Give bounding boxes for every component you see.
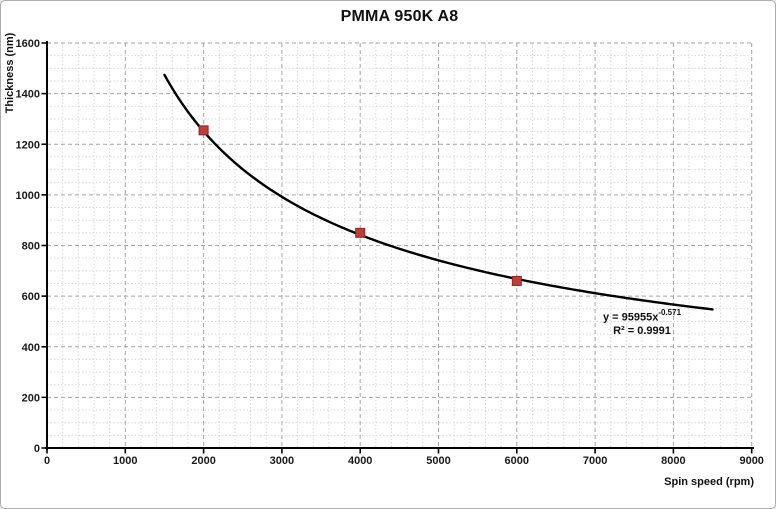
- y-tick-label: 1000: [16, 190, 40, 202]
- trendline-curve: [163, 73, 714, 311]
- x-tick-label: 5000: [426, 455, 450, 467]
- y-tick-label: 600: [22, 291, 40, 303]
- trendline-equation: y = 95955x-0.571: [602, 308, 682, 324]
- y-tick-label: 800: [22, 241, 40, 253]
- y-tick-label: 1400: [16, 89, 40, 101]
- data-point-marker: [355, 227, 366, 238]
- x-tick-label: 0: [44, 455, 50, 467]
- chart-title: PMMA 950K A8: [340, 8, 459, 25]
- y-tick-label: 1600: [16, 38, 40, 50]
- y-tick-label: 400: [22, 342, 40, 354]
- x-tick-label: 7000: [583, 455, 607, 467]
- data-point-marker: [511, 275, 522, 286]
- x-axis-title: Spin speed (rpm): [664, 476, 754, 488]
- y-tick-label: 1200: [16, 139, 40, 151]
- data-point-marker: [198, 125, 209, 136]
- x-tick-label: 8000: [661, 455, 685, 467]
- tick-labels: 0 1000 2000 3000 4000 5000 6000 7000 8000 9000 0 20…: [16, 38, 764, 467]
- tick-marks: [41, 42, 753, 454]
- trendline-annotation: y = 95955x-0.571 R² = 0.9991: [566, 307, 718, 338]
- power-fit-curve: [163, 73, 714, 311]
- gridlines-major: [47, 42, 753, 448]
- y-tick-label: 0: [34, 443, 40, 455]
- gridlines-minor: [47, 43, 752, 448]
- y-tick-label: 200: [22, 392, 40, 404]
- x-tick-label: 3000: [270, 455, 294, 467]
- data-points: [198, 125, 522, 286]
- x-tick-label: 6000: [505, 455, 529, 467]
- x-tick-label: 1000: [113, 455, 137, 467]
- x-tick-label: 9000: [739, 455, 763, 467]
- r-squared-label: R² = 0.9991: [613, 324, 671, 337]
- x-tick-label: 2000: [191, 455, 215, 467]
- x-tick-label: 4000: [348, 455, 372, 467]
- equation-exponent: -0.571: [658, 308, 682, 317]
